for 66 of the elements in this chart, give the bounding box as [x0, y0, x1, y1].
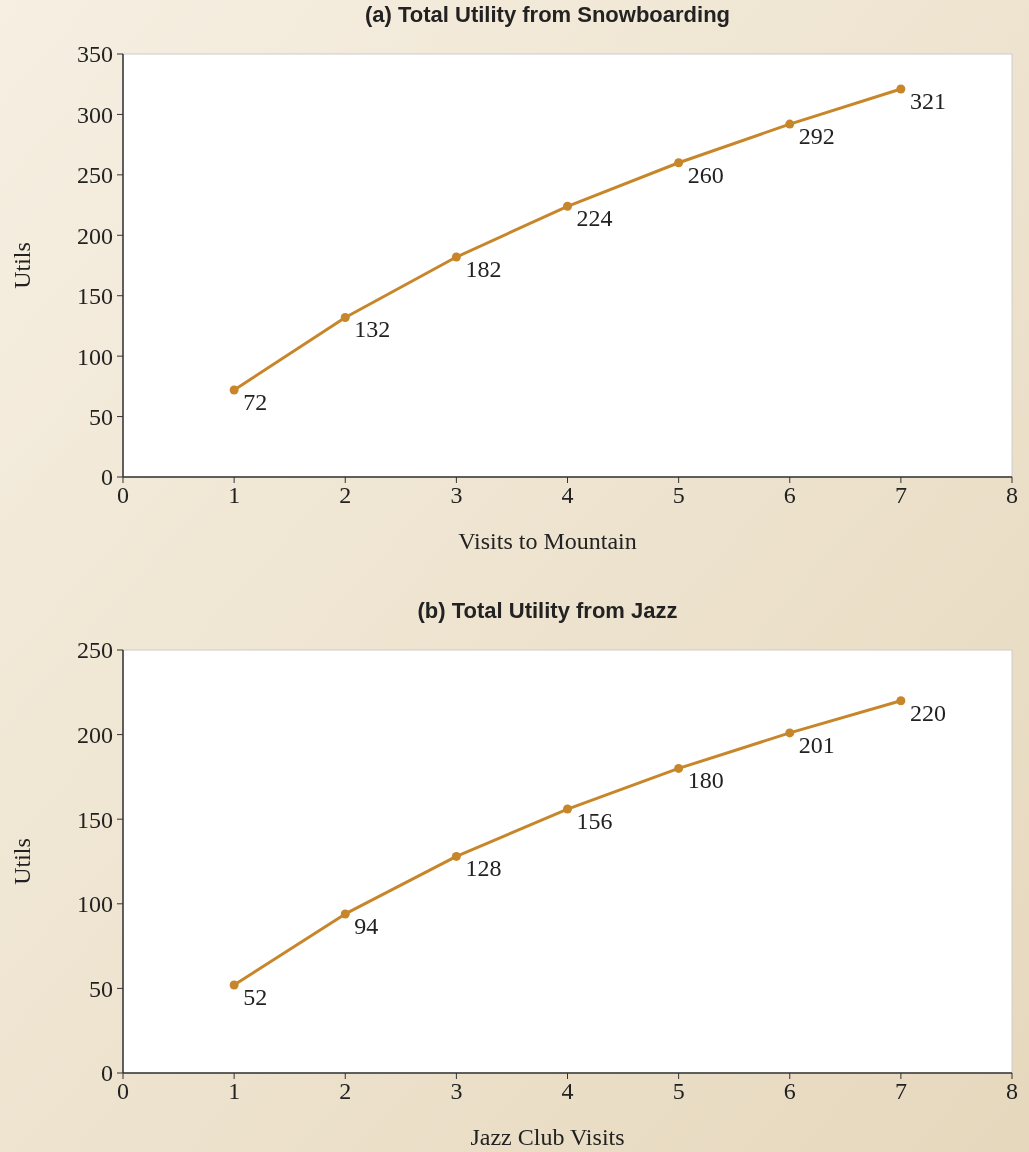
x-tick-label: 1 — [228, 1078, 241, 1104]
y-tick-label: 50 — [89, 975, 113, 1002]
data-label: 180 — [687, 767, 724, 794]
y-tick-label: 150 — [77, 806, 113, 833]
point — [785, 119, 795, 129]
x-tick-label: 7 — [894, 1078, 907, 1104]
y-tick-label: 50 — [89, 403, 113, 430]
point — [674, 763, 684, 773]
point — [785, 728, 795, 738]
data-label: 201 — [798, 731, 835, 758]
point — [340, 909, 350, 919]
data-label: 72 — [243, 388, 268, 415]
x-tick-label: 6 — [783, 482, 796, 508]
point — [896, 696, 906, 706]
y-axis-title: Utils — [9, 838, 35, 885]
data-label: 156 — [576, 808, 613, 835]
y-tick-label: 150 — [77, 283, 113, 310]
y-tick-label: 100 — [77, 891, 113, 918]
x-tick-label: 5 — [672, 482, 685, 508]
point — [229, 980, 239, 990]
data-label: 292 — [798, 123, 835, 150]
data-label: 94 — [354, 912, 379, 939]
x-tick-label: 8 — [1006, 482, 1018, 508]
data-label: 220 — [909, 699, 946, 726]
y-axis-title: Utils — [9, 242, 35, 289]
y-tick-label: 250 — [77, 637, 113, 664]
y-tick-label: 0 — [101, 1060, 113, 1087]
x-tick-label: 0 — [117, 482, 129, 508]
point — [340, 312, 350, 322]
y-tick-label: 300 — [77, 101, 113, 128]
x-tick-label: 6 — [783, 1078, 796, 1104]
data-label: 260 — [687, 161, 724, 188]
x-tick-label: 4 — [561, 482, 574, 508]
x-tick-label: 4 — [561, 1078, 574, 1104]
data-label: 132 — [354, 316, 391, 343]
point — [563, 201, 572, 211]
point — [451, 252, 461, 262]
point — [563, 804, 572, 814]
point — [896, 84, 906, 94]
x-tick-label: 3 — [450, 1078, 463, 1104]
y-tick-label: 350 — [77, 41, 113, 68]
y-tick-label: 200 — [77, 222, 113, 249]
x-axis-title: Visits to Mountain — [458, 528, 637, 554]
chart-title: (a) Total Utility from Snowboarding — [364, 2, 731, 27]
chart-title: (b) Total Utility from Jazz — [417, 598, 678, 623]
x-tick-label: 5 — [672, 1078, 685, 1104]
data-label: 321 — [909, 88, 946, 115]
data-label: 224 — [576, 205, 613, 232]
data-label: 52 — [243, 984, 268, 1011]
y-tick-label: 0 — [101, 464, 113, 491]
y-tick-label: 250 — [77, 162, 113, 189]
x-tick-label: 1 — [228, 482, 241, 508]
y-tick-label: 200 — [77, 722, 113, 748]
point — [451, 851, 461, 861]
x-tick-label: 8 — [1006, 1078, 1018, 1104]
data-label: 128 — [465, 855, 502, 882]
x-tick-label: 2 — [339, 1078, 352, 1104]
data-label: 182 — [465, 256, 502, 283]
x-tick-label: 0 — [117, 1078, 129, 1104]
x-tick-label: 7 — [894, 482, 907, 508]
point — [229, 385, 239, 395]
x-tick-label: 2 — [339, 482, 352, 508]
y-tick-label: 100 — [77, 343, 113, 370]
point — [674, 158, 684, 168]
x-tick-label: 3 — [450, 482, 463, 508]
x-axis-title: Jazz Club Visits — [470, 1124, 625, 1150]
